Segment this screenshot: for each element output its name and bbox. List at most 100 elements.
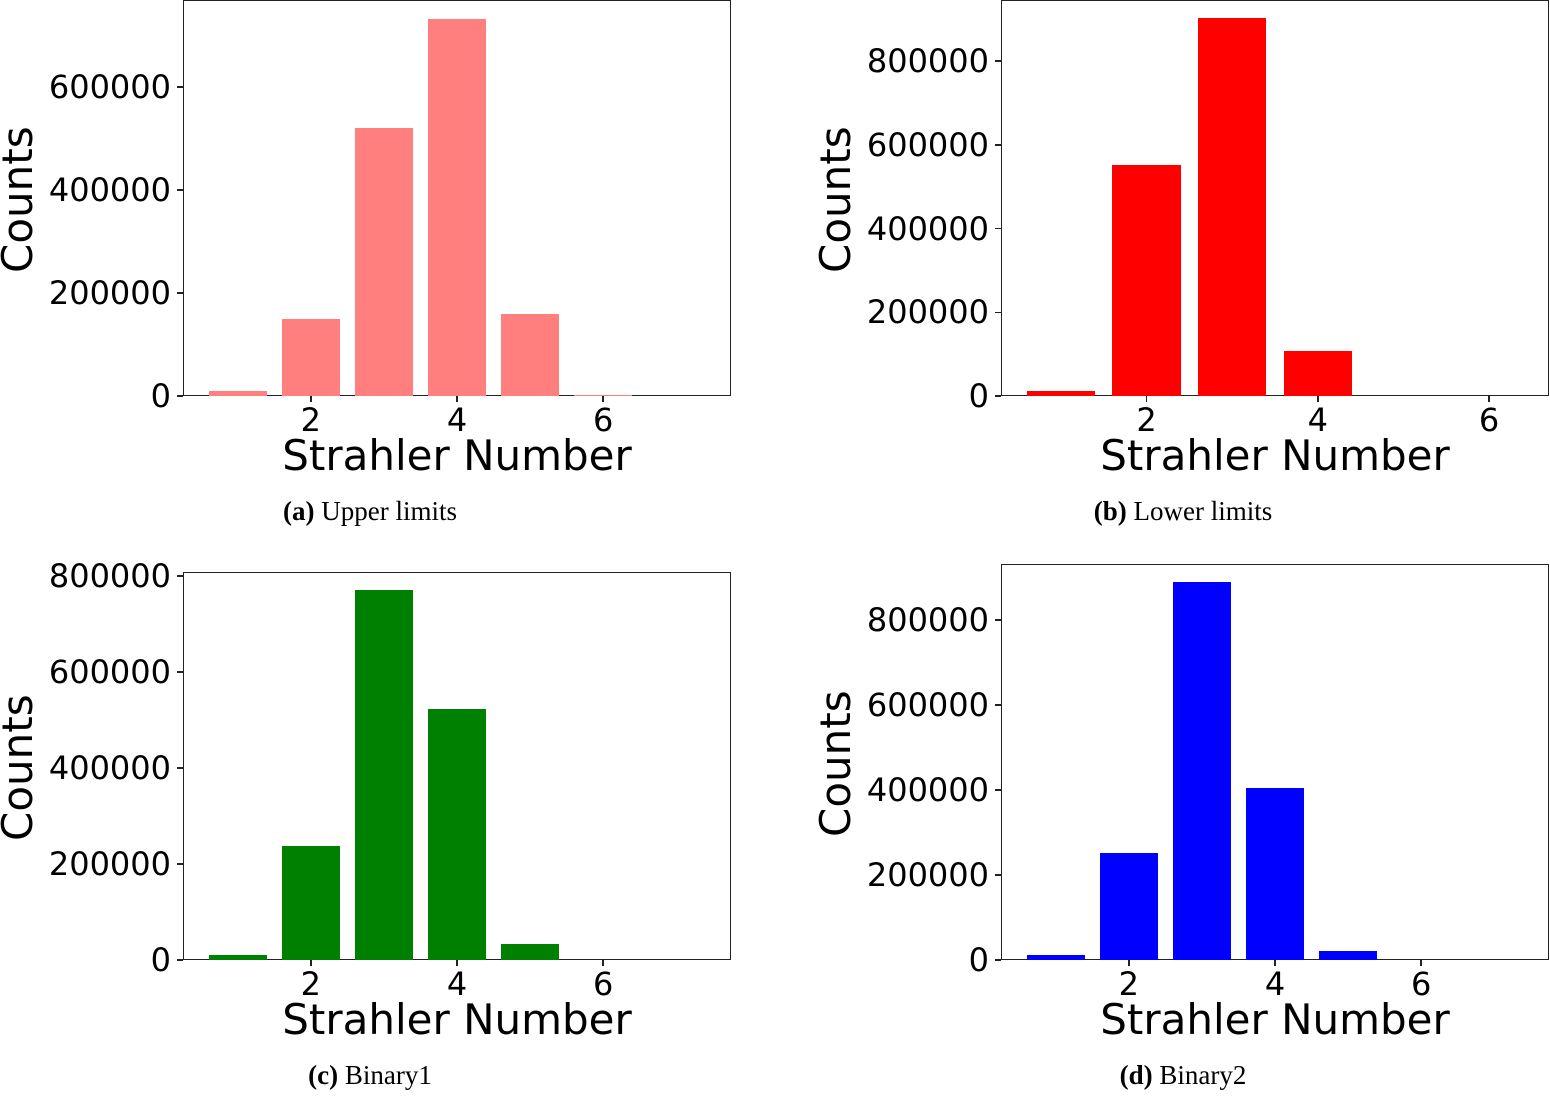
caption-text: Lower limits <box>1126 496 1273 526</box>
y-tick <box>995 959 1001 961</box>
caption-letter: (c) <box>308 1060 339 1090</box>
bar-strahler-4 <box>1245 787 1305 960</box>
y-tick <box>995 789 1001 791</box>
caption-letter: (d) <box>1119 1060 1153 1090</box>
x-tick <box>1488 396 1490 402</box>
x-axis-label: Strahler Number <box>282 995 632 1044</box>
x-tick-label: 2 <box>300 965 322 1003</box>
bar-strahler-6 <box>573 394 633 396</box>
y-tick <box>177 959 183 961</box>
bar-strahler-5 <box>1318 951 1378 960</box>
figure-caption: (d) Binary2 <box>983 1060 1383 1091</box>
y-tick-label: 600000 <box>866 125 989 164</box>
bar-strahler-4 <box>1283 350 1353 396</box>
bar-strahler-2 <box>1099 852 1159 960</box>
y-tick-label: 400000 <box>866 209 989 248</box>
bar-strahler-3 <box>354 128 414 396</box>
y-tick-label: 400000 <box>48 748 171 787</box>
x-tick-label: 2 <box>300 401 322 439</box>
y-tick-label: 600000 <box>48 68 171 107</box>
y-tick <box>177 575 183 577</box>
x-tick-label: 6 <box>592 401 614 439</box>
bar-strahler-4 <box>427 708 487 960</box>
x-tick-label: 4 <box>446 965 468 1003</box>
caption-text: Binary1 <box>338 1060 432 1090</box>
x-tick <box>602 960 604 966</box>
y-tick-label: 800000 <box>866 601 989 640</box>
y-axis-label: Counts <box>0 126 42 273</box>
figure-caption: (c) Binary1 <box>170 1060 570 1091</box>
x-tick-label: 4 <box>446 401 468 439</box>
y-tick <box>177 767 183 769</box>
bar-strahler-2 <box>281 318 341 396</box>
y-tick-label: 600000 <box>866 686 989 725</box>
bar-strahler-1 <box>208 390 268 396</box>
y-tick-label: 0 <box>150 377 171 415</box>
caption-letter: (b) <box>1093 496 1127 526</box>
x-tick-label: 4 <box>1264 965 1286 1003</box>
y-tick-label: 200000 <box>866 293 989 332</box>
caption-letter: (a) <box>283 496 315 526</box>
y-tick <box>995 60 1001 62</box>
x-tick-label: 6 <box>592 965 614 1003</box>
y-tick <box>995 144 1001 146</box>
y-tick-label: 200000 <box>48 274 171 312</box>
bar-strahler-5 <box>500 314 560 396</box>
x-tick-label: 2 <box>1118 965 1140 1003</box>
y-axis-label: Counts <box>811 126 860 273</box>
caption-text: Upper limits <box>314 496 457 526</box>
figure-caption: (a) Upper limits <box>170 496 570 527</box>
bar-strahler-3 <box>354 590 414 960</box>
y-tick-label: 200000 <box>866 856 989 895</box>
y-tick <box>995 619 1001 621</box>
bar-strahler-1 <box>1026 391 1096 396</box>
x-tick <box>1274 960 1276 966</box>
y-axis-label: Counts <box>811 690 860 837</box>
x-tick-label: 6 <box>1410 965 1432 1003</box>
x-tick <box>1317 396 1319 402</box>
y-tick-label: 400000 <box>48 171 171 210</box>
x-tick <box>1128 960 1130 966</box>
bar-strahler-3 <box>1197 18 1267 396</box>
x-tick <box>456 960 458 966</box>
x-tick <box>1145 396 1148 402</box>
bar-strahler-2 <box>281 846 341 960</box>
x-tick <box>602 396 604 402</box>
x-tick-label: 6 <box>1478 401 1500 439</box>
x-tick <box>310 960 312 966</box>
y-tick-label: 800000 <box>866 42 989 81</box>
x-tick <box>456 396 458 402</box>
y-tick-label: 0 <box>968 377 989 415</box>
y-tick-label: 800000 <box>48 556 171 595</box>
y-tick <box>995 311 1001 314</box>
bar-strahler-4 <box>427 19 487 396</box>
y-tick <box>177 189 183 191</box>
x-tick-label: 2 <box>1136 401 1157 439</box>
bar-strahler-1 <box>1026 954 1086 960</box>
y-tick <box>177 863 183 865</box>
x-tick <box>310 396 312 402</box>
y-tick-label: 400000 <box>866 771 989 810</box>
y-tick-label: 0 <box>150 941 171 979</box>
y-tick <box>995 227 1001 230</box>
y-tick <box>177 86 183 88</box>
x-axis-label: Strahler Number <box>1100 431 1450 480</box>
plot-area <box>1001 0 1549 396</box>
x-axis-label: Strahler Number <box>1100 995 1450 1044</box>
y-tick <box>995 874 1001 876</box>
y-tick-label: 600000 <box>48 652 171 691</box>
y-tick <box>177 671 183 673</box>
y-tick <box>177 395 183 397</box>
y-tick <box>995 395 1001 397</box>
y-tick <box>177 292 183 294</box>
bar-strahler-2 <box>1112 165 1181 396</box>
x-tick-label: 4 <box>1307 401 1328 439</box>
y-tick <box>995 704 1001 706</box>
caption-text: Binary2 <box>1152 1060 1247 1090</box>
bar-strahler-3 <box>1172 582 1232 960</box>
y-axis-label: Counts <box>0 694 42 841</box>
y-tick-label: 0 <box>968 941 989 979</box>
x-tick <box>1420 960 1422 966</box>
y-tick-label: 200000 <box>48 844 171 883</box>
bar-strahler-5 <box>500 944 560 960</box>
